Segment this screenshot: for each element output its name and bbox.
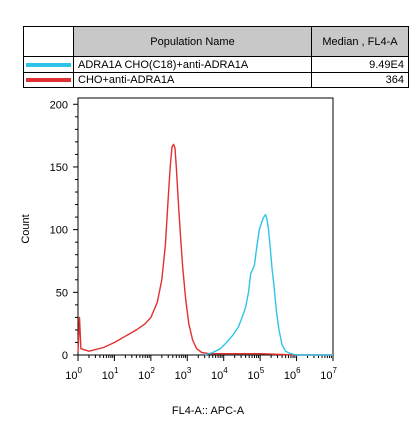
y-tick-label-2: 100 (50, 225, 68, 237)
x-tick-label-4: 104 (211, 366, 228, 382)
series-line-1 (77, 143, 333, 356)
y-tick-label-3: 150 (50, 162, 68, 174)
median-header: Median , FL4-A (311, 26, 409, 57)
x-axis-title: FL4-A:: APC-A (172, 405, 245, 417)
x-tick-label-3: 103 (175, 366, 192, 382)
row-2-median: 364 (311, 72, 409, 88)
series-line-2 (204, 213, 333, 356)
x-tick-label-5: 105 (247, 366, 264, 382)
y-tick-label-0: 0 (62, 350, 68, 362)
x-tick-label-2: 102 (138, 366, 155, 382)
row-2-color-swatch (26, 78, 71, 82)
x-tick-label-1: 101 (102, 366, 119, 382)
x-tick-label-6: 106 (284, 366, 301, 382)
row-1-color-swatch (26, 63, 71, 67)
legend-table: Population Name Median , FL4-A ADRA1A CH… (23, 26, 409, 88)
row-1-name: ADRA1A CHO(C18)+anti-ADRA1A (73, 56, 312, 73)
row-2-name: CHO+anti-ADRA1A (73, 72, 312, 88)
population-name-header: Population Name (73, 26, 312, 57)
x-tick-label-0: 100 (65, 366, 82, 382)
x-tick-label-7: 107 (320, 366, 337, 382)
y-axis-title: Count (20, 214, 32, 243)
plot-frame (77, 97, 334, 356)
y-tick-label-4: 200 (50, 99, 68, 111)
y-tick-label-1: 50 (56, 287, 68, 299)
